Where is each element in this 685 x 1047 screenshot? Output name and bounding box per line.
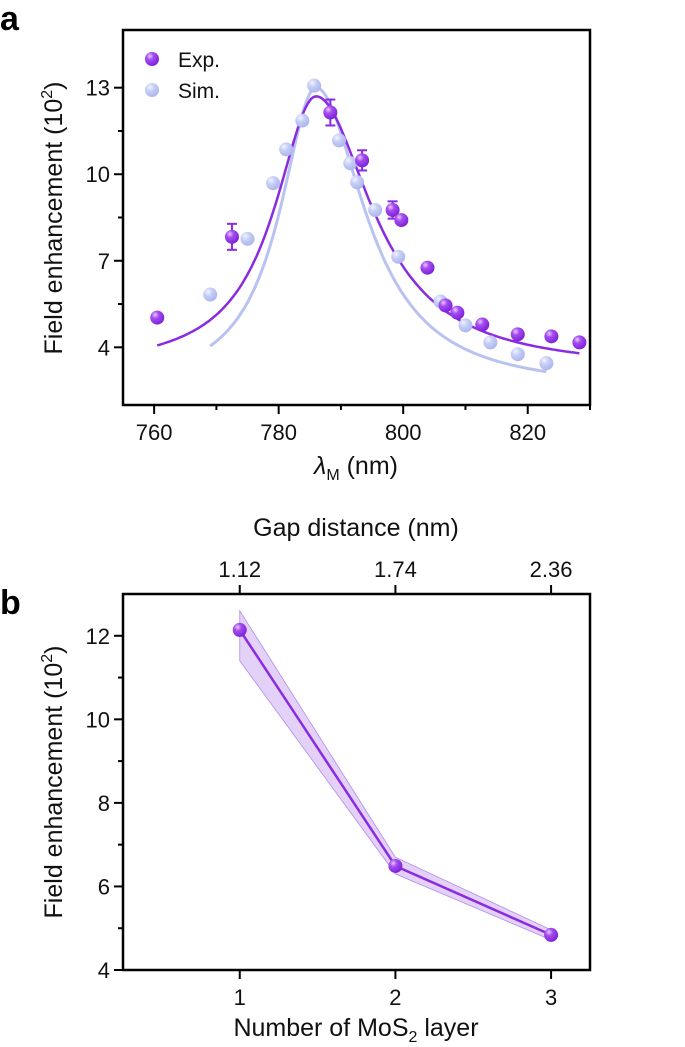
top-tick-label-b: 1.74 xyxy=(374,557,417,582)
fit-curve-sim xyxy=(209,86,547,374)
x-tick-label-b: 3 xyxy=(545,985,557,1010)
x-tick-label-b: 1 xyxy=(234,985,246,1010)
data-point-sim xyxy=(350,175,365,190)
legend-label-sim: Sim. xyxy=(178,80,220,103)
data-point-exp xyxy=(323,105,338,120)
y-tick-label-b: 10 xyxy=(86,707,110,732)
data-point-sim xyxy=(307,78,322,93)
data-point-exp xyxy=(475,317,490,332)
x-tick-label-a: 780 xyxy=(260,420,297,445)
x-tick-label-a: 820 xyxy=(509,420,546,445)
x-axis-label-b: Number of MoS2 layer xyxy=(233,1014,478,1046)
legend-marker-sim xyxy=(145,83,159,97)
data-point-exp xyxy=(150,310,165,325)
data-point-exp xyxy=(438,298,453,313)
data-point-exp xyxy=(420,260,435,275)
data-point-exp xyxy=(394,213,409,228)
data-point-sim xyxy=(483,335,498,350)
legend: Exp. Sim. xyxy=(145,49,220,103)
legend-marker-exp xyxy=(145,52,159,66)
top-axis-label-b: Gap distance (nm) xyxy=(253,514,459,542)
x-tick-label-b: 2 xyxy=(389,985,401,1010)
panel-label-b: b xyxy=(0,584,21,622)
data-point-sim xyxy=(266,176,281,191)
y-tick-label-a: 13 xyxy=(86,76,110,101)
error-band xyxy=(239,609,552,941)
panel-label-a: a xyxy=(0,0,20,38)
data-point-sim xyxy=(391,249,406,264)
data-point-sim xyxy=(343,156,358,171)
panel-b-frame xyxy=(121,592,592,972)
data-point-sim xyxy=(279,142,294,157)
panel-a-marks xyxy=(150,78,587,374)
top-tick-label-b: 2.36 xyxy=(530,557,573,582)
y-tick-label-a: 10 xyxy=(86,162,110,187)
data-point-exp xyxy=(544,329,559,344)
data-point-exp xyxy=(572,335,587,350)
data-point-exp xyxy=(510,327,525,342)
data-point-sim xyxy=(295,113,310,128)
data-point-sim xyxy=(332,133,347,148)
data-point-exp xyxy=(385,203,400,217)
data-point-exp xyxy=(224,229,239,244)
y-tick-label-b: 12 xyxy=(86,624,110,649)
series-line xyxy=(238,629,552,937)
y-axis-label-b: Field enhancement (102) xyxy=(39,646,68,919)
x-axis-label-a: λM (nm) xyxy=(312,452,398,484)
top-tick-label-b: 1.12 xyxy=(218,557,261,582)
data-point-sim xyxy=(203,287,218,302)
x-tick-label-a: 800 xyxy=(385,420,422,445)
data-point-sim xyxy=(368,203,383,217)
y-axis-label-a: Field enhancement (102) xyxy=(39,82,68,355)
y-tick-label-b: 4 xyxy=(98,958,110,983)
y-tick-label-a: 4 xyxy=(98,335,110,360)
data-point-sim xyxy=(458,318,473,333)
fit-curve-exp xyxy=(156,95,580,355)
y-tick-label-b: 8 xyxy=(98,791,110,816)
data-point xyxy=(544,927,559,942)
x-tick-label-a: 760 xyxy=(136,420,173,445)
panel-b: b Gap distance (nm) 1 2 31.12 1.74 2.3646810… xyxy=(0,514,592,1046)
data-point-sim xyxy=(539,356,554,371)
data-point-sim xyxy=(510,347,525,362)
y-tick-label-a: 7 xyxy=(98,249,110,274)
data-point xyxy=(232,622,247,637)
panel-a-axes: 760 780 800 820 4 7 10 13 xyxy=(86,76,591,445)
panel-a: a 760 780 800 820 4 7 10 13 Exp. Sim. λM (nm) F… xyxy=(0,0,592,484)
data-point xyxy=(388,858,403,873)
legend-label-exp: Exp. xyxy=(178,49,220,72)
panel-b-marks xyxy=(232,609,559,942)
data-point-exp xyxy=(355,153,370,168)
y-tick-label-b: 6 xyxy=(98,874,110,899)
data-point-sim xyxy=(240,231,255,246)
data-point-exp xyxy=(450,305,465,320)
